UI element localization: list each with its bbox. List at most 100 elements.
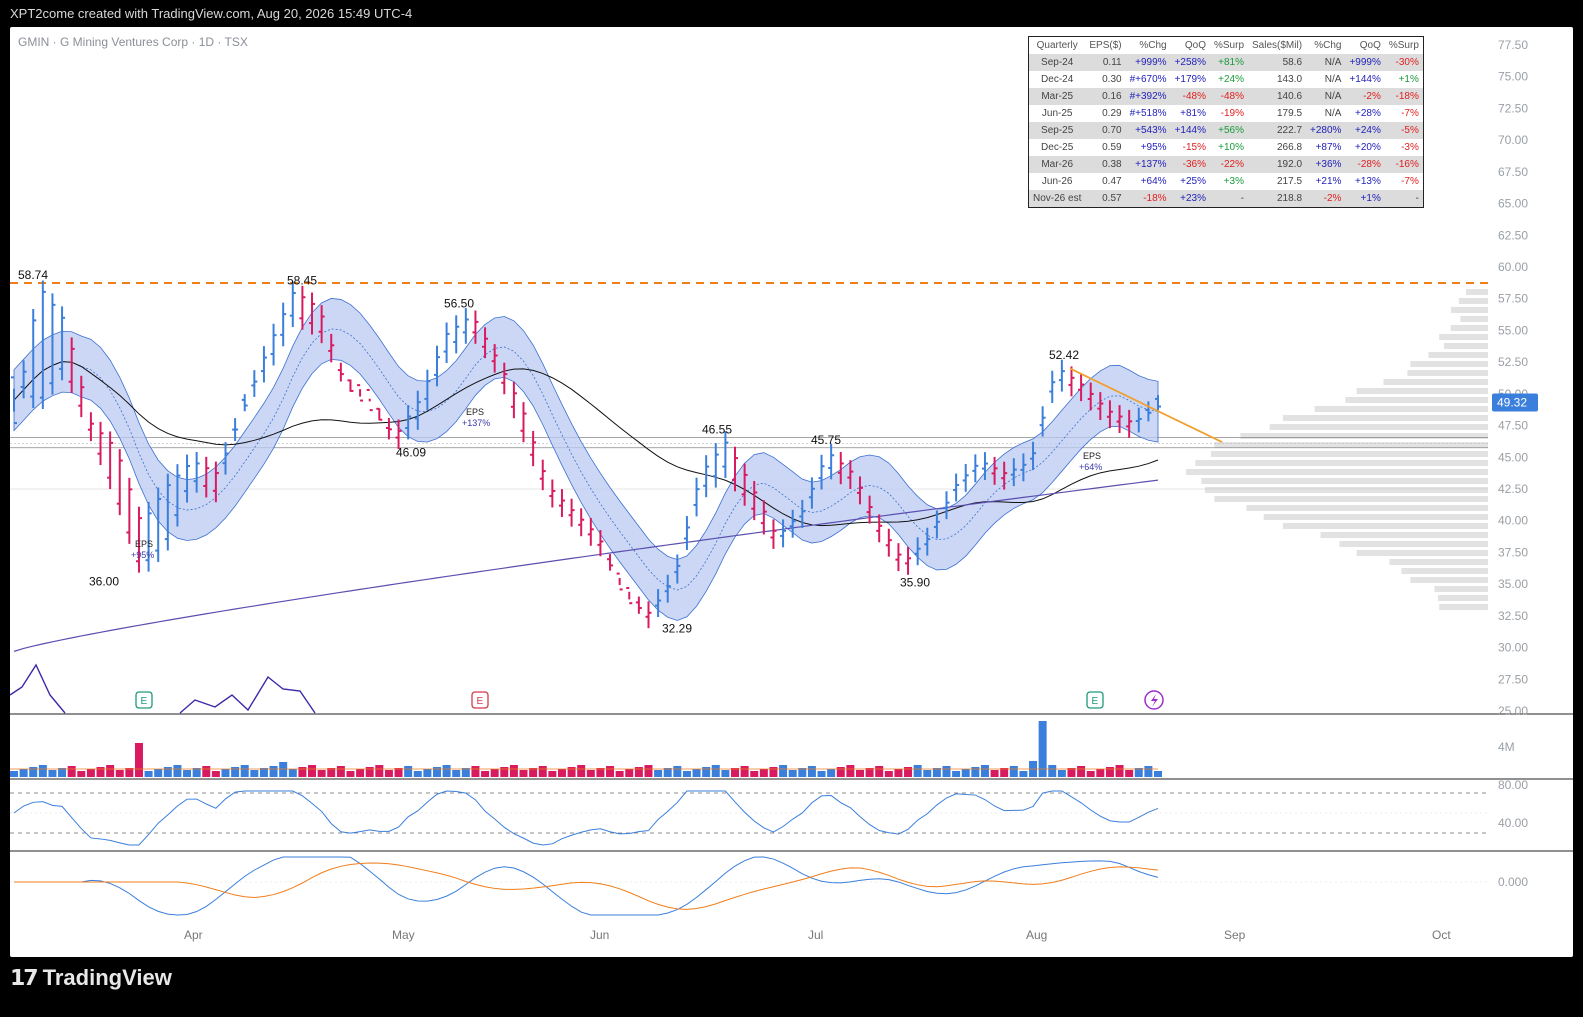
volume-profile-bar: [1401, 568, 1488, 574]
volume-bar: [432, 767, 441, 777]
table-cell: -18%: [1125, 190, 1171, 208]
volume-bar: [221, 769, 230, 777]
volume-bar: [173, 765, 182, 777]
time-axis-label: Sep: [1224, 928, 1246, 942]
volume-bar: [1134, 768, 1143, 777]
volume-profile-bar: [1345, 397, 1488, 403]
table-cell: Dec-25: [1041, 142, 1074, 153]
volume-axis-label: 4M: [1498, 740, 1515, 754]
volume-profile-bar: [1214, 496, 1488, 502]
table-cell: +20%: [1355, 142, 1381, 153]
table-cell: #+670%: [1129, 74, 1167, 85]
volume-bar: [740, 766, 749, 777]
table-header-cell: %Surp: [1214, 40, 1245, 51]
table-cell: +258%: [1170, 54, 1210, 71]
rsi-line: [13, 790, 1159, 846]
volume-bar: [452, 770, 461, 777]
volume-bar: [894, 769, 903, 777]
volume-profile-bar: [1339, 541, 1488, 547]
table-cell: +87%: [1315, 142, 1342, 153]
tradingview-logo[interactable]: 𝟭𝟳 TradingView: [10, 962, 172, 994]
price-axis-label: 42.50: [1498, 482, 1528, 496]
volume-profile-bar: [1439, 604, 1488, 610]
volume-bar: [673, 766, 682, 777]
volume-bar: [827, 769, 836, 777]
volume-bar: [86, 769, 95, 777]
table-cell: N/A: [1306, 54, 1346, 71]
earnings-icon-letter: E: [477, 696, 484, 707]
volume-bar: [663, 768, 672, 777]
indicator-line: [10, 663, 66, 714]
volume-bar: [500, 767, 509, 777]
table-cell: +81%: [1180, 108, 1206, 119]
table-cell: +64%: [1140, 176, 1167, 187]
volume-bar: [1077, 766, 1086, 777]
price-axis-label: 32.50: [1498, 609, 1528, 623]
price-axis-label: 27.50: [1498, 672, 1528, 686]
volume-bar: [586, 770, 595, 777]
volume-profile-bar: [1356, 550, 1488, 556]
volume-bar: [702, 767, 711, 777]
volume-profile-bar: [1246, 505, 1488, 511]
table-row: Sep-25 0.70 +543% +144% +56% 222.7 +280% +24% -5…: [1028, 122, 1424, 139]
time-axis-label: Aug: [1026, 928, 1047, 942]
volume-bar: [980, 765, 989, 777]
volume-bar: [731, 768, 740, 777]
time-axis-label: May: [392, 928, 415, 942]
table-row: Sep-24 0.11 +999% +258% +81% 58.6 N/A +999% -30%: [1028, 54, 1424, 71]
volume-bar: [231, 767, 240, 777]
price-axis-label: 47.50: [1498, 419, 1528, 433]
table-cell: -5%: [1384, 122, 1424, 139]
table-cell: -15%: [1182, 142, 1206, 153]
volume-bar: [144, 771, 153, 777]
volume-bar: [884, 771, 893, 777]
volume-bar: [942, 766, 951, 777]
volume-bar: [442, 765, 451, 777]
volume-bar: [375, 765, 384, 777]
earnings-icon: [135, 691, 153, 709]
price-chart[interactable]: 77.50 75.00 72.50 70.00 67.50 65.00 62.50 60.00…: [10, 27, 1573, 957]
table-cell: +23%: [1170, 190, 1210, 208]
volume-profile-bar: [1205, 487, 1488, 493]
table-header-cell: %Chg: [1314, 40, 1342, 51]
macd-line: [14, 856, 1159, 916]
table-cell: 58.6: [1248, 54, 1307, 71]
volume-bar: [509, 765, 518, 777]
table-cell: +280%: [1306, 122, 1346, 139]
moving-average-mid: [13, 328, 1159, 591]
volume-bar: [913, 765, 922, 777]
table-cell: 217.5: [1277, 176, 1303, 187]
volume-profile-bar: [1214, 442, 1488, 448]
earnings-icon-letter: E: [1092, 696, 1099, 707]
price-axis-label: 65.00: [1498, 197, 1528, 211]
volume-profile-bar: [1282, 415, 1488, 421]
price-axis-label: 25.00: [1498, 704, 1528, 718]
volume-bar: [163, 767, 172, 777]
volume-bar: [759, 769, 768, 777]
table-cell: +1%: [1345, 190, 1385, 208]
table-cell: -16%: [1384, 156, 1424, 173]
moving-average-200: [13, 479, 1159, 652]
price-annotation: 32.29: [662, 622, 692, 636]
volume-profile-bar: [1466, 289, 1488, 295]
table-cell: Jun-25: [1041, 108, 1073, 119]
table-cell: 222.7: [1248, 122, 1307, 139]
volume-profile-bar: [1186, 469, 1488, 475]
volume-bar: [529, 768, 538, 777]
price-axis-label: 40.00: [1498, 514, 1528, 528]
table-cell: 0.30: [1102, 74, 1122, 85]
table-cell: -48%: [1170, 88, 1210, 105]
table-cell: -28%: [1345, 156, 1385, 173]
volume-bar: [1048, 765, 1057, 777]
volume-bar: [481, 771, 490, 777]
table-cell: +28%: [1355, 108, 1381, 119]
last-price-value: 49.32: [1497, 395, 1527, 409]
volume-bar: [971, 767, 980, 777]
volume-profile-bar: [1437, 595, 1488, 601]
chart-panel[interactable]: 77.50 75.00 72.50 70.00 67.50 65.00 62.50 60.00…: [10, 27, 1573, 957]
volume-bar: [394, 768, 403, 777]
volume-bar: [682, 771, 691, 777]
volume-bar: [1105, 767, 1114, 777]
table-cell: Sep-24: [1028, 54, 1086, 71]
volume-bar: [855, 770, 864, 777]
